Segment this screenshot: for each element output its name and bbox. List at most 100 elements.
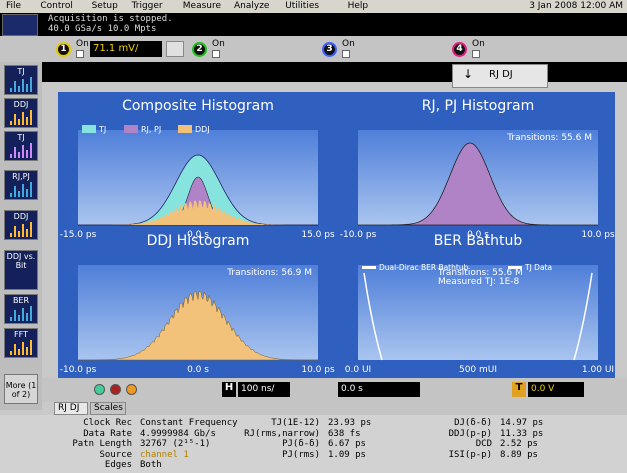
menu-item[interactable]: Control [40,1,73,11]
status-text: 40.0 GSa/s 10.0 Mpts [48,24,157,34]
bottom-tab[interactable]: RJ DJ [54,402,88,415]
channel-checkbox[interactable] [212,50,220,58]
icon-bar [10,233,12,237]
bottom-tab[interactable]: Scales [90,402,126,415]
measurement-label: PJ(δ-δ) [282,439,320,449]
measurement-label: Data Rate [83,428,132,439]
sidebar-label: FFT [14,330,28,339]
x-tick-label: 15.0 ps [301,230,335,240]
icon-bar [14,147,16,158]
plot-title: RJ, PJ Histogram [422,98,534,114]
legend-label: DDJ [195,125,210,134]
menu-item[interactable]: Trigger [131,1,163,11]
sidebar-label: TJ [17,133,25,142]
icon-bar [22,342,24,355]
x-tick-label: 0.0 s [467,230,489,240]
x-tick-label: 10.0 ps [301,365,335,375]
icon-bar [14,310,16,321]
measurement-value: 4.9999984 Gb/s [140,428,216,439]
measurement-value: 6.67 ps [328,439,366,449]
legend-label: Dual-Dirac BER Bathtub [379,263,469,272]
rjpj-histogram [358,142,598,226]
measurement-value: Both [140,460,162,470]
menu-bar: File Control Setup Trigger Measure Analyze Uti… [0,0,627,13]
scale-arrows[interactable] [166,41,184,57]
menu-item[interactable]: Analyze [234,1,270,11]
measurement-value: 23.93 ps [328,418,372,428]
menu-item[interactable]: Setup [91,1,118,11]
measurement-label: ISI(p-p) [448,449,492,460]
icon-bar [18,152,20,158]
channel-checkbox[interactable] [472,50,480,58]
icon-bar [10,154,12,158]
menu-item[interactable]: Help [347,1,369,11]
sidebar-button[interactable]: RJ,PJ [4,170,38,200]
icon-bar [22,224,24,237]
logo-icon[interactable] [2,14,38,36]
tab-row: RJ DJ Scales [54,402,627,415]
sidebar-button[interactable]: TJ [4,131,38,161]
icon-bar [30,77,32,92]
ddj-histogram [77,290,319,361]
channel-button[interactable]: 4 [452,42,467,57]
measurement-label: Edges [104,460,132,470]
mode-dot[interactable] [94,384,105,395]
legend-swatch [178,125,192,133]
channel-on: On [342,39,355,49]
horizontal-position[interactable]: 0.0 s [338,382,420,397]
ddj-histogram [78,200,318,225]
channel-button[interactable]: 1 [56,42,71,57]
icon-bar [26,229,28,237]
sidebar-button[interactable]: More (1 of 2) [4,374,38,404]
sidebar-button[interactable]: DDJ vs. Bit [4,250,38,290]
icon-bar [18,349,20,355]
menu-item[interactable]: File [6,1,22,11]
menu-item[interactable]: Utilities [285,1,320,11]
measurement-value: Constant Frequency [140,418,238,428]
sidebar-button[interactable]: FFT [4,328,38,358]
legend-label: TJ [98,125,106,134]
legend-label: TJ Data [524,263,552,272]
horizontal-scale[interactable]: 100 ns/ [238,382,290,397]
x-tick-label: 0.0 s [187,365,209,375]
channel-scale[interactable]: 71.1 mV/ [90,41,162,57]
icon-bar [18,119,20,125]
annotation: Measured TJ: 1E-8 [438,277,520,287]
analysis-tab[interactable]: ↓ RJ DJ [452,64,548,88]
sidebar-button[interactable]: TJ [4,65,38,95]
channel-checkbox[interactable] [76,50,84,58]
icon-bar [14,186,16,197]
measurement-label: Patn Length [72,439,132,449]
sidebar-button[interactable]: DDJ [4,210,38,240]
icon-bar [18,315,20,321]
icon-bar [14,114,16,125]
channel-button[interactable]: 2 [192,42,207,57]
x-tick-label: 1.00 UI [582,365,614,375]
measurement-value: 14.97 ps [500,418,544,428]
channel-checkbox[interactable] [342,50,350,58]
measurement-value: channel 1 [140,449,189,460]
x-tick-label: 0.0 s [187,230,209,240]
icon-bar [26,347,28,355]
channel-on: On [76,39,89,49]
measurement-value: 2.52 ps [500,439,538,449]
icon-bar [22,112,24,125]
icon-bar [30,306,32,321]
icon-bar [14,226,16,237]
mode-dot[interactable] [110,384,121,395]
trigger-level[interactable]: 0.0 V [528,382,584,397]
menu-item[interactable]: Measure [182,1,222,11]
icon-bar [26,150,28,158]
mode-dot[interactable] [126,384,137,395]
icon-bar [18,86,20,92]
legend-label: RJ, PJ [141,125,161,134]
sidebar-label: More (1 of 2) [5,381,37,399]
measurement-value: 1.09 ps [328,449,366,460]
bathtub-right [573,272,593,361]
annotation: Transitions: 55.6 M [506,133,592,143]
sidebar-button[interactable]: BER [4,294,38,324]
sidebar-button[interactable]: DDJ [4,98,38,128]
sidebar-label: DDJ vs. Bit [6,252,36,270]
channel-button[interactable]: 3 [322,42,337,57]
